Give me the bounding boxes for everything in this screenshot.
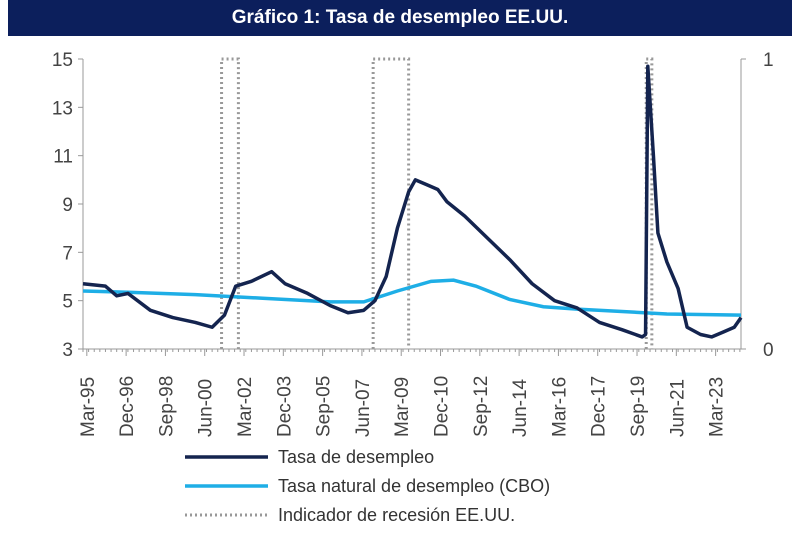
x-tick-label: Jun-14: [510, 378, 531, 437]
legend-label: Tasa de desempleo: [278, 447, 434, 467]
x-tick-label: Mar-95: [78, 377, 99, 437]
y-tick-label: 3: [62, 340, 73, 361]
y2-tick-label: 0: [763, 340, 774, 361]
x-tick-label: Mar-09: [392, 377, 413, 437]
y-tick-label: 7: [62, 243, 73, 264]
x-tick-label: Dec-10: [432, 376, 453, 437]
x-tick-label: Mar-23: [707, 377, 728, 437]
legend-label: Indicador de recesión EE.UU.: [278, 505, 515, 525]
legend-label: Tasa natural de desempleo (CBO): [278, 476, 550, 496]
x-tick-label: Dec-03: [274, 376, 295, 437]
x-tick-label: Dec-17: [589, 376, 610, 437]
recession-band: [371, 57, 411, 349]
y-tick-label: 5: [62, 292, 73, 313]
y-tick-label: 15: [52, 50, 73, 71]
x-tick-label: Jun-21: [667, 379, 688, 437]
unemployment-line: [82, 64, 743, 339]
x-tick-label: Mar-16: [549, 377, 570, 437]
recession-band: [220, 57, 240, 349]
y-tick-label: 13: [52, 98, 73, 119]
x-tick-label: Jun-00: [196, 379, 217, 437]
x-tick-label: Dec-96: [117, 376, 138, 437]
x-tick-label: Sep-05: [314, 376, 335, 437]
x-tick-label: Sep-19: [628, 376, 649, 437]
y-tick-label: 11: [53, 147, 73, 168]
chart-title: Gráfico 1: Tasa de desempleo EE.UU.: [8, 0, 792, 36]
x-tick-label: Sep-12: [471, 376, 492, 437]
natural-rate-line: [82, 278, 742, 317]
x-tick-label: Sep-98: [156, 376, 177, 437]
x-tick-label: Jun-07: [353, 379, 374, 437]
y2-tick-label: 1: [763, 50, 774, 71]
y-tick-label: 9: [62, 195, 73, 216]
x-tick-label: Mar-02: [235, 377, 256, 437]
